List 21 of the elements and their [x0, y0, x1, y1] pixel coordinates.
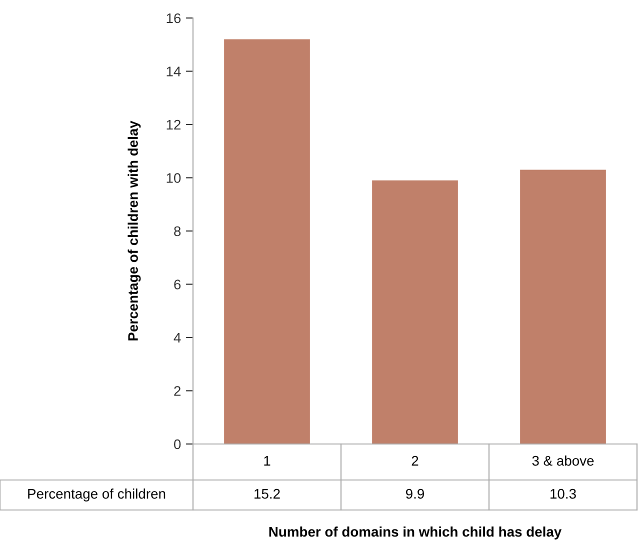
y-tick-label: 16 — [166, 13, 181, 24]
y-tick-label: 14 — [166, 66, 181, 76]
x-tick-label: 2 — [412, 456, 418, 466]
x-tick-label: 3 & above — [532, 456, 594, 466]
x-tick-label: 1 — [264, 456, 270, 466]
y-tick-label: 6 — [174, 280, 181, 290]
y-tick-label: 4 — [174, 332, 181, 343]
y-tick-label: 8 — [174, 226, 181, 236]
y-axis-title: Percentage of children with delay — [128, 120, 141, 340]
bar — [372, 180, 458, 444]
text: Percentage of children — [28, 488, 166, 502]
y-tick-label: 12 — [166, 120, 180, 130]
data-label: 15.2 — [254, 488, 280, 499]
y-tick-label: 10 — [166, 173, 181, 183]
y-tick-label: 0 — [174, 439, 181, 450]
bar — [520, 170, 606, 444]
bar — [224, 39, 310, 444]
data-label: 9.9 — [406, 488, 424, 499]
x-axis-title: Number of domains in which child has delay — [269, 526, 562, 540]
y-tick-label: 2 — [174, 386, 180, 396]
data-label: 10.3 — [550, 488, 576, 499]
